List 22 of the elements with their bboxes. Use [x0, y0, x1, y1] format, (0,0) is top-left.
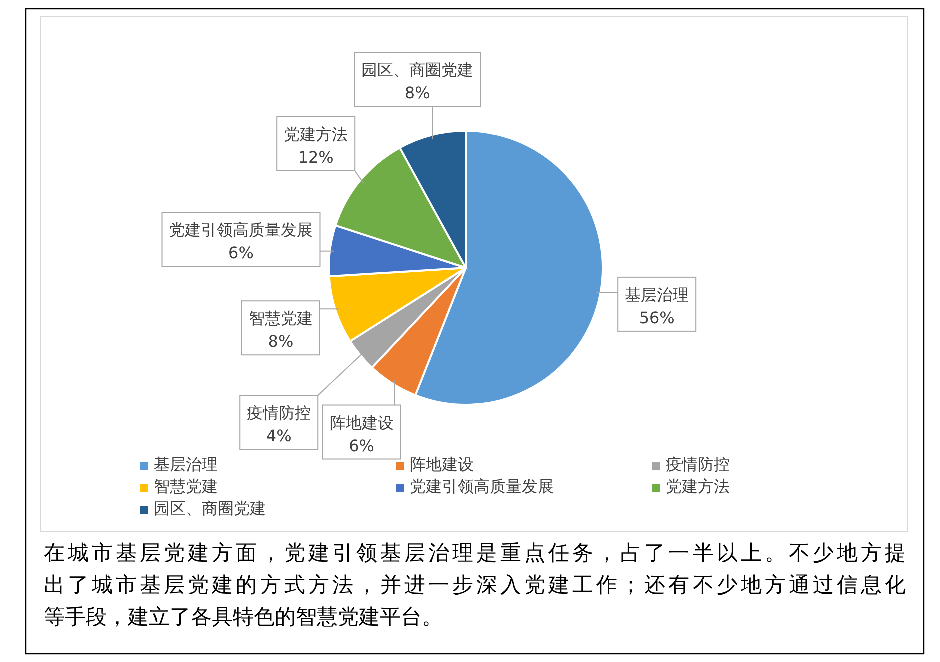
legend-label: 阵地建设 [410, 455, 474, 474]
text: 在城市基层党建方面，党建引领基层治理是重点任务，占了一半以上。不少地方提出了城市基层党建的方式方法，并进一步深入党建工作；还有不少地方通过信息化等手段，建立了各具特色的智慧党建平台。 [44, 541, 906, 629]
data-label: 4% [266, 426, 292, 446]
slice-label: 基层治理 [625, 285, 690, 304]
slice-label: 园区、商圈党建 [362, 60, 474, 80]
data-label: 6% [228, 244, 254, 263]
slice-label: 阵地建设 [330, 413, 394, 432]
slice-label: 党建引领高质量发展 [169, 220, 314, 240]
data-label: 8% [268, 332, 294, 352]
legend-label: 园区、商圈党建 [154, 499, 266, 518]
data-label: 8% [404, 84, 430, 103]
data-label: 6% [349, 436, 374, 456]
legend-label: 基层治理 [154, 455, 218, 474]
legend-label: 疫情防控 [666, 455, 730, 474]
slice-label: 疫情防控 [247, 404, 312, 423]
legend-label: 智慧党建 [154, 477, 218, 496]
slice-label: 智慧党建 [248, 309, 313, 328]
legend-label: 党建方法 [666, 477, 730, 496]
data-label: 12% [298, 148, 334, 167]
data-label: 56% [639, 308, 675, 328]
slice-label: 党建方法 [284, 124, 348, 144]
legend-label: 党建引领高质量发展 [410, 477, 554, 496]
